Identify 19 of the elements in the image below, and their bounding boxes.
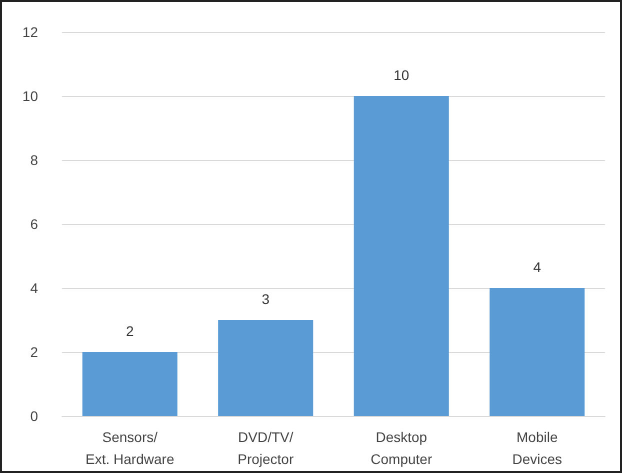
y-tick-label: 0 — [30, 408, 38, 424]
bar — [82, 352, 178, 416]
y-tick-label: 10 — [22, 88, 38, 104]
y-tick-label: 8 — [30, 152, 38, 168]
y-tick-label: 6 — [30, 216, 38, 232]
y-tick-label: 2 — [30, 344, 38, 360]
data-label: 10 — [394, 67, 410, 83]
bar — [354, 96, 449, 416]
data-label: 4 — [533, 259, 542, 275]
x-tick-label: DVD/TV/ Projector — [238, 429, 294, 467]
x-tick-label: Desktop Computer — [370, 429, 432, 467]
y-tick-label: 4 — [30, 280, 38, 296]
y-tick-label: 12 — [22, 24, 38, 40]
x-tick-label: Sensors/ Ext. Hardware — [86, 429, 174, 467]
x-tick-label: Mobile Devices — [512, 429, 562, 467]
data-label: 3 — [262, 291, 270, 307]
data-label: 2 — [126, 323, 134, 339]
bar — [490, 288, 585, 416]
bar — [218, 320, 314, 416]
